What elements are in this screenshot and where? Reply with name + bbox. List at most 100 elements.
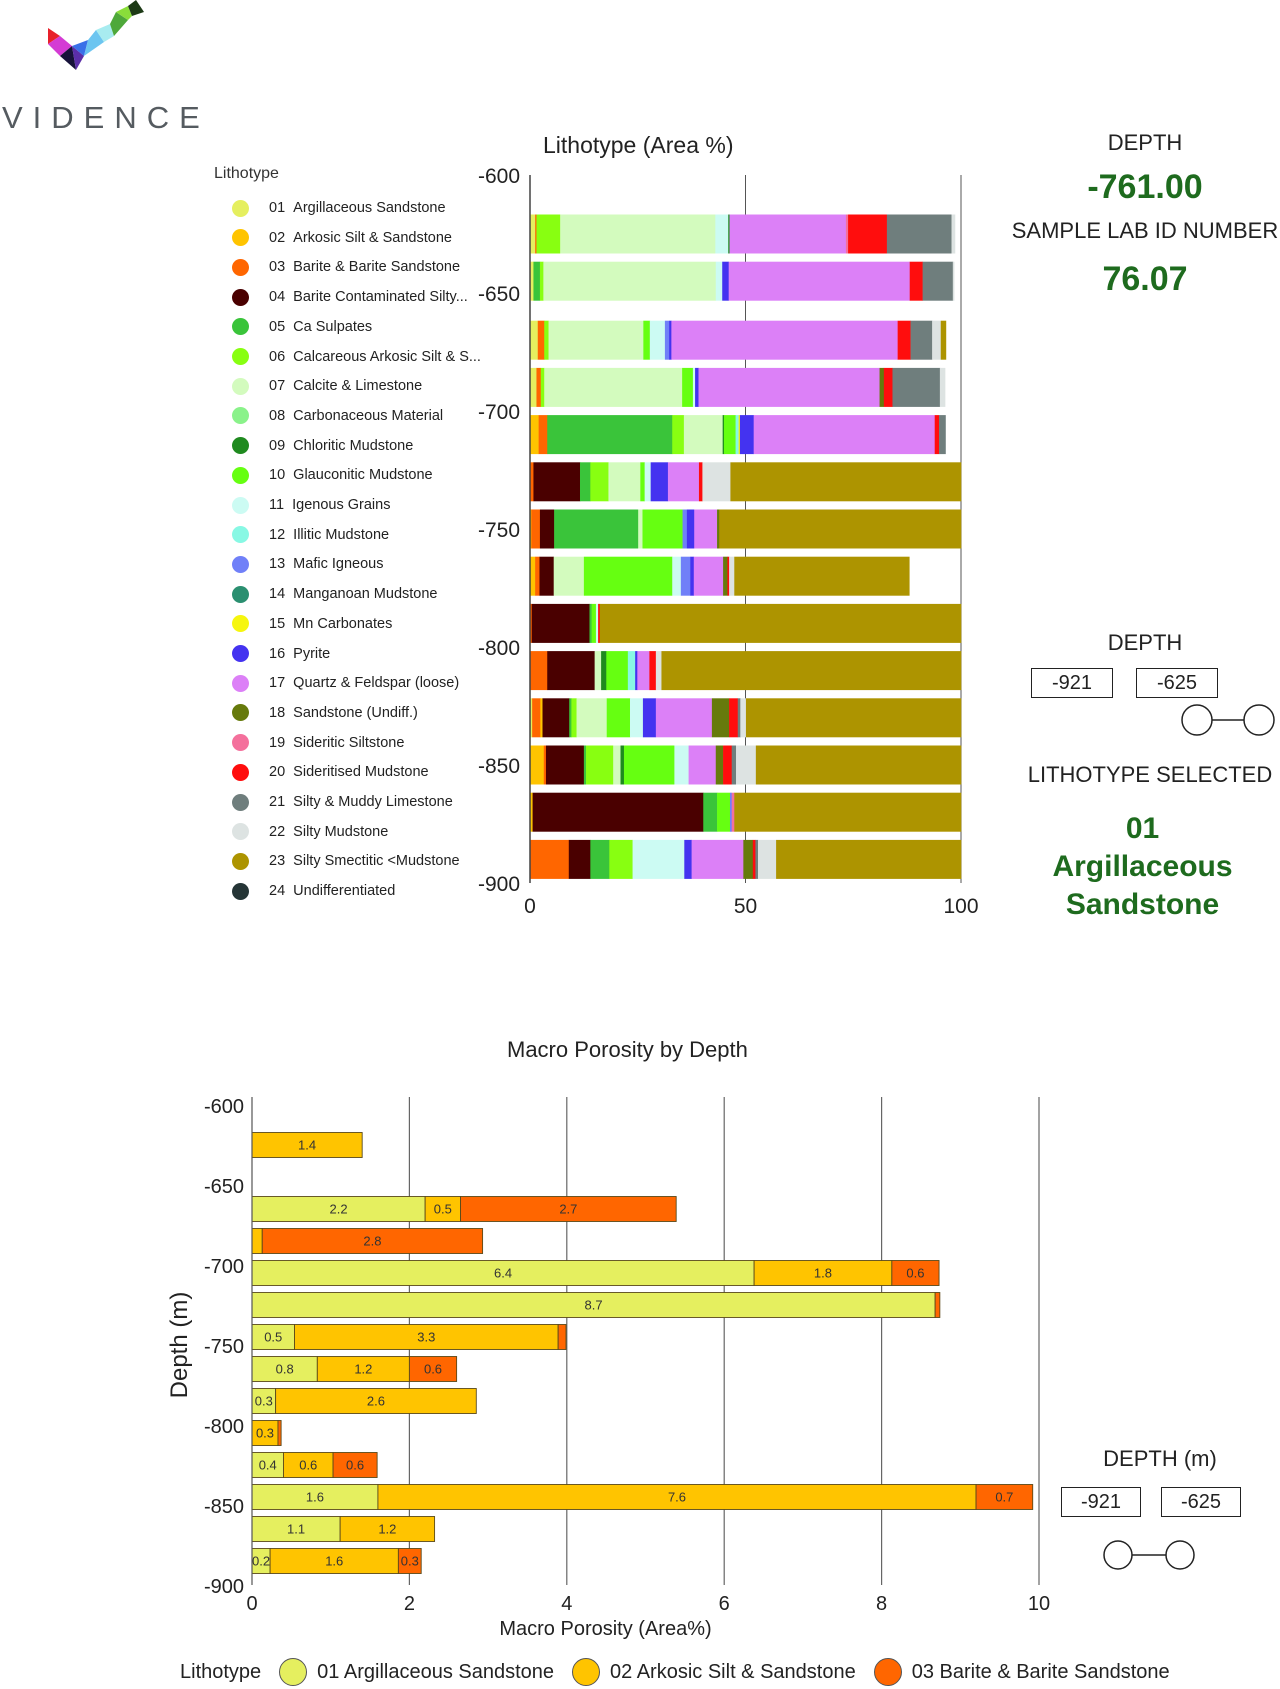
- porosity-bar-row[interactable]: 0.4 0.6 0.6: [251, 1452, 378, 1478]
- porosity-segment-03[interactable]: [975, 1484, 1034, 1510]
- porosity-segment-03[interactable]: [934, 1292, 941, 1318]
- bar-segment-06[interactable]: [609, 839, 633, 879]
- bar-segment-21[interactable]: [755, 839, 759, 879]
- bottom-depth-max-input[interactable]: -625: [1161, 1487, 1241, 1517]
- bar-segment-01[interactable]: [530, 698, 533, 738]
- bar-segment-10[interactable]: [643, 320, 651, 360]
- bar-segment-13[interactable]: [682, 509, 688, 549]
- bar-segment-04[interactable]: [547, 651, 595, 691]
- bar-segment-10[interactable]: [723, 415, 736, 455]
- porosity-segment-02[interactable]: [251, 1420, 279, 1446]
- bar-segment-05[interactable]: [703, 792, 718, 832]
- bar-segment-05[interactable]: [579, 462, 591, 502]
- bar-segment-16[interactable]: [669, 320, 672, 360]
- bar-segment-22[interactable]: [655, 651, 662, 691]
- bar-segment-03[interactable]: [543, 745, 547, 785]
- bar-segment-19[interactable]: [731, 792, 735, 832]
- legend-item-20[interactable]: 20 Sideritised Mudstone: [232, 761, 429, 783]
- slider-handle-max[interactable]: [1165, 1540, 1195, 1570]
- bar-segment-22[interactable]: [702, 462, 731, 502]
- bar-segment-06[interactable]: [539, 261, 544, 301]
- bar-segment-20[interactable]: [727, 556, 730, 596]
- bar-segment-18[interactable]: [715, 745, 724, 785]
- bar-segment-10[interactable]: [583, 556, 673, 596]
- bar-segment-10[interactable]: [642, 509, 683, 549]
- porosity-bar-row[interactable]: 1.4: [251, 1132, 363, 1158]
- porosity-bar-row[interactable]: 0.2 1.6 0.3: [251, 1548, 422, 1574]
- bar-segment-22[interactable]: [939, 367, 946, 407]
- bar-segment-17[interactable]: [729, 214, 847, 254]
- bar-segment-18[interactable]: [723, 556, 728, 596]
- porosity-segment-02[interactable]: [269, 1548, 399, 1574]
- bar-segment-01[interactable]: [530, 214, 536, 254]
- bar-segment-03[interactable]: [535, 214, 537, 254]
- bar-segment-05[interactable]: [547, 415, 673, 455]
- slider-handle-min[interactable]: [1103, 1540, 1133, 1570]
- lithotype-bar-row[interactable]: [530, 320, 947, 360]
- bar-segment-07[interactable]: [544, 367, 683, 407]
- bar-segment-06[interactable]: [672, 415, 685, 455]
- porosity-segment-02[interactable]: [275, 1388, 477, 1414]
- bar-segment-11[interactable]: [649, 320, 666, 360]
- bar-segment-13[interactable]: [664, 320, 670, 360]
- bar-segment-12[interactable]: [627, 651, 636, 691]
- bar-segment-10[interactable]: [682, 367, 694, 407]
- bar-segment-23[interactable]: [719, 509, 962, 549]
- depth-range-slider[interactable]: [1180, 703, 1280, 743]
- bar-segment-23[interactable]: [734, 792, 962, 832]
- porosity-segment-02[interactable]: [251, 1132, 363, 1158]
- bar-segment-06[interactable]: [586, 745, 614, 785]
- legend-item-22[interactable]: 22 Silty Mudstone: [232, 821, 388, 843]
- lithotype-bar-row[interactable]: [530, 839, 962, 879]
- bar-segment-04[interactable]: [532, 792, 704, 832]
- bar-segment-23[interactable]: [745, 698, 962, 738]
- lithotype-bar-row[interactable]: [530, 556, 910, 596]
- bar-segment-17[interactable]: [698, 367, 880, 407]
- lithotype-bar-row[interactable]: [530, 792, 962, 832]
- bar-segment-23[interactable]: [940, 320, 947, 360]
- bar-segment-12[interactable]: [735, 415, 739, 455]
- bar-segment-21[interactable]: [892, 367, 941, 407]
- porosity-segment-02[interactable]: [753, 1260, 893, 1286]
- legend-item-08[interactable]: 08 Carbonaceous Material: [232, 405, 443, 427]
- bar-segment-16[interactable]: [686, 509, 695, 549]
- legend-item-21[interactable]: 21 Silty & Muddy Limestone: [232, 791, 453, 813]
- bar-segment-06[interactable]: [571, 698, 577, 738]
- legend-item-10[interactable]: 10 Glauconitic Mudstone: [232, 464, 433, 486]
- bar-segment-17[interactable]: [694, 509, 718, 549]
- bar-segment-20[interactable]: [649, 651, 657, 691]
- bar-segment-01[interactable]: [530, 320, 539, 360]
- legend-item-07[interactable]: 07 Calcite & Limestone: [232, 375, 422, 397]
- bar-segment-07[interactable]: [548, 320, 644, 360]
- porosity-segment-02[interactable]: [424, 1196, 462, 1222]
- bar-segment-13[interactable]: [680, 556, 691, 596]
- porosity-segment-03[interactable]: [557, 1324, 567, 1350]
- legend-item-03[interactable]: 03 Barite & Barite Sandstone: [232, 256, 460, 278]
- bar-segment-17[interactable]: [753, 415, 936, 455]
- bar-segment-10[interactable]: [591, 603, 597, 643]
- legend-item-14[interactable]: 14 Manganoan Mudstone: [232, 583, 438, 605]
- bar-segment-03[interactable]: [532, 698, 541, 738]
- slider-handle-min[interactable]: [1181, 704, 1213, 736]
- porosity-segment-03[interactable]: [277, 1420, 282, 1446]
- bar-segment-19[interactable]: [845, 214, 849, 254]
- porosity-segment-01[interactable]: [251, 1452, 284, 1478]
- bar-segment-02[interactable]: [530, 509, 532, 549]
- porosity-bar-row[interactable]: 0.3: [251, 1420, 282, 1446]
- bar-segment-07[interactable]: [543, 261, 717, 301]
- bar-segment-10[interactable]: [606, 698, 631, 738]
- bar-segment-20[interactable]: [723, 745, 733, 785]
- bar-segment-23[interactable]: [776, 839, 962, 879]
- bar-segment-21[interactable]: [939, 415, 946, 455]
- bar-segment-07[interactable]: [553, 556, 585, 596]
- bar-segment-05[interactable]: [533, 261, 541, 301]
- porosity-segment-03[interactable]: [408, 1356, 458, 1382]
- bar-segment-20[interactable]: [848, 214, 888, 254]
- bar-segment-03[interactable]: [538, 415, 548, 455]
- bar-segment-03[interactable]: [530, 462, 534, 502]
- bar-segment-21[interactable]: [737, 698, 741, 738]
- bar-segment-07[interactable]: [576, 698, 608, 738]
- bar-segment-17[interactable]: [693, 556, 724, 596]
- bar-segment-05[interactable]: [569, 698, 572, 738]
- legend-entry-01[interactable]: 01 Argillaceous Sandstone: [317, 1660, 555, 1683]
